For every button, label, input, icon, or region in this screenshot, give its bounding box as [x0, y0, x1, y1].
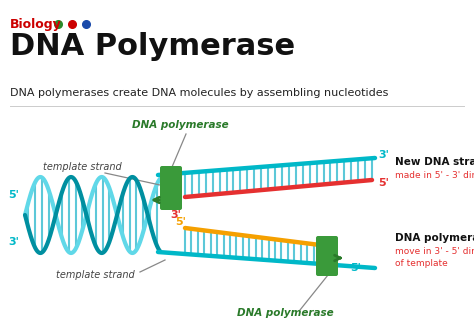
Text: DNA polymerase: DNA polymerase	[237, 308, 333, 318]
FancyBboxPatch shape	[160, 166, 182, 210]
Text: 3': 3'	[323, 238, 334, 248]
Text: 3': 3'	[170, 210, 181, 220]
Text: of template: of template	[395, 259, 448, 268]
Text: 5': 5'	[175, 217, 186, 227]
Text: move in 3' - 5' direction: move in 3' - 5' direction	[395, 247, 474, 256]
Text: template strand: template strand	[43, 162, 121, 172]
Text: 5': 5'	[350, 263, 361, 273]
Text: New DNA strand: New DNA strand	[395, 157, 474, 167]
FancyBboxPatch shape	[316, 236, 338, 276]
Text: DNA polymerases create DNA molecules by assembling nucleotides: DNA polymerases create DNA molecules by …	[10, 88, 388, 98]
Text: made in 5' - 3' direction: made in 5' - 3' direction	[395, 171, 474, 180]
Text: DNA Polymerase: DNA Polymerase	[10, 32, 295, 61]
Text: Biology: Biology	[10, 18, 62, 31]
Text: 3': 3'	[378, 150, 389, 160]
Text: 5': 5'	[8, 190, 19, 200]
Text: DNA polymerase: DNA polymerase	[132, 120, 228, 130]
Text: 3': 3'	[8, 237, 19, 247]
Text: 5': 5'	[378, 178, 389, 188]
Text: template strand: template strand	[55, 270, 134, 280]
Text: DNA polymerases: DNA polymerases	[395, 233, 474, 243]
